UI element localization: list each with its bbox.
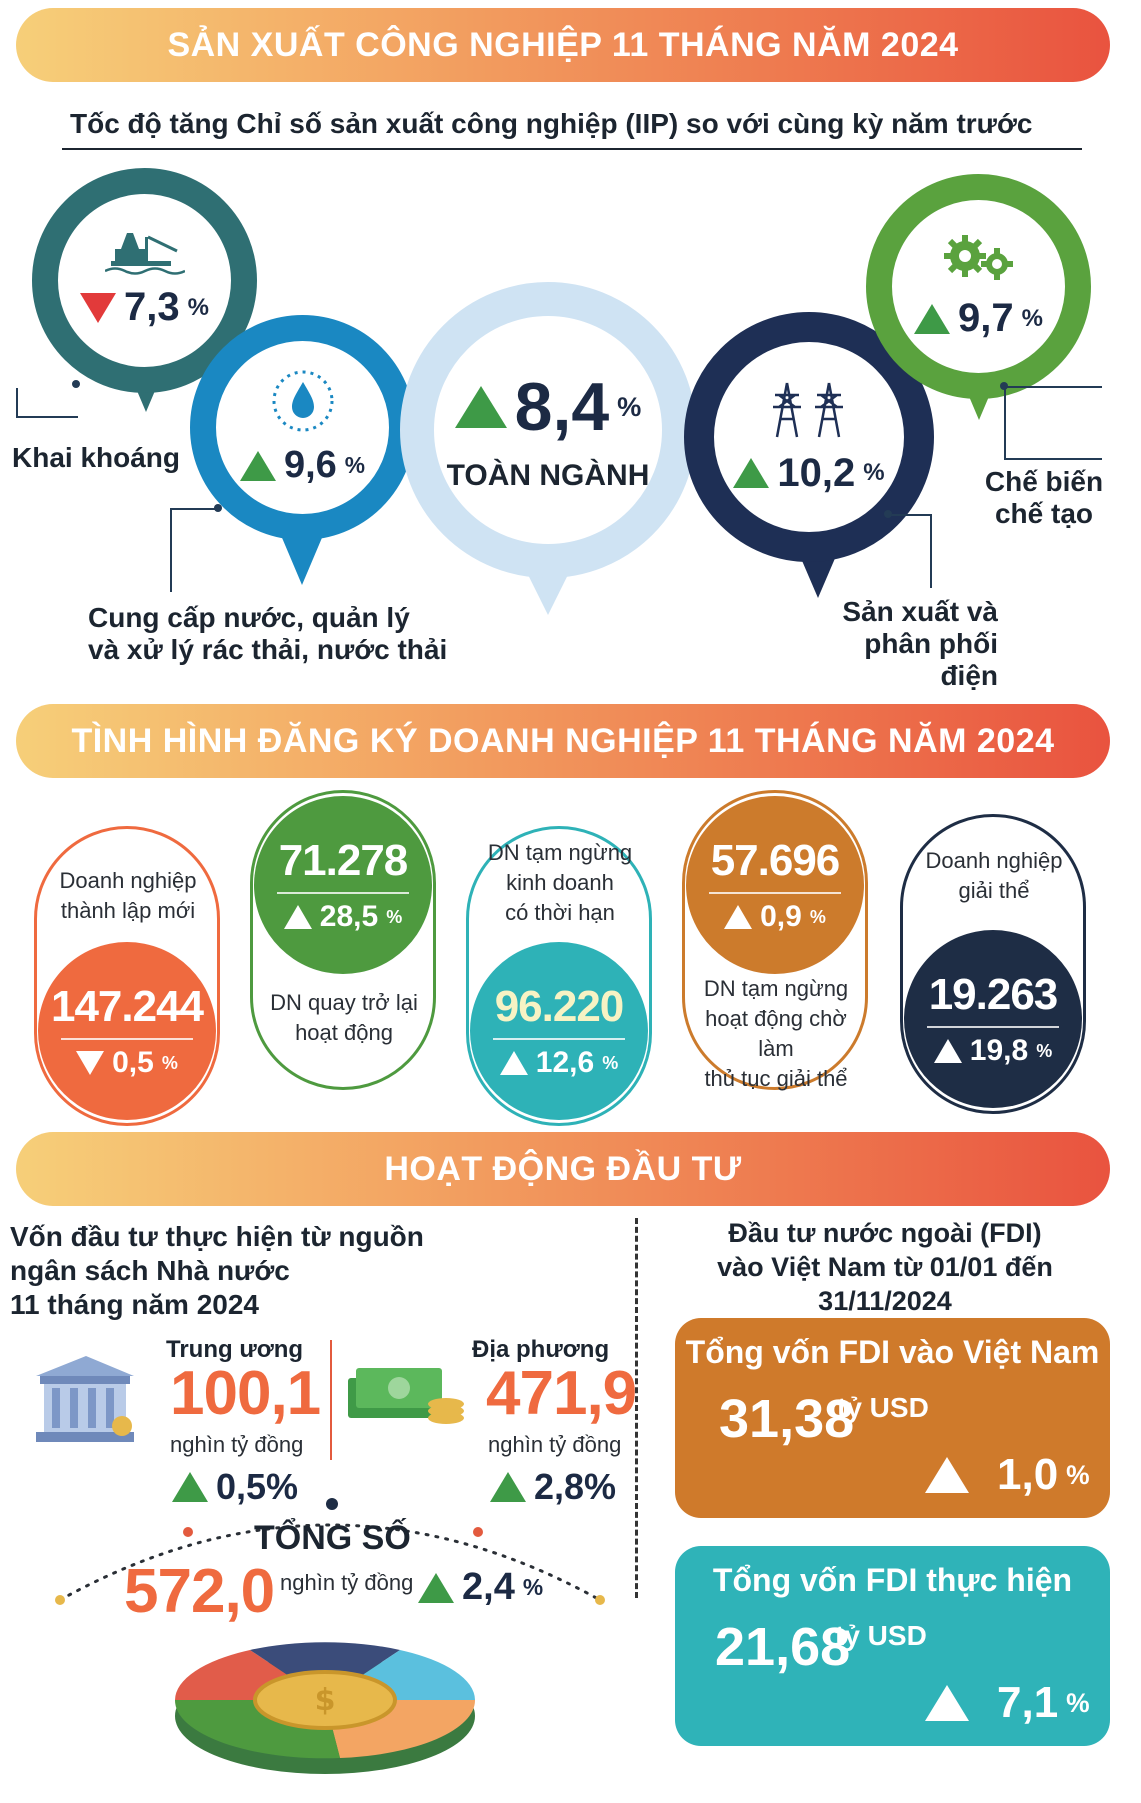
circle-returning-enterprises: 71.278 28,5% — [254, 796, 432, 974]
leader-power — [888, 514, 932, 588]
section2-banner: TÌNH HÌNH ĐĂNG KÝ DOANH NGHIỆP 11 THÁNG … — [16, 704, 1110, 778]
pin-water-value: 9,6% — [239, 444, 365, 487]
central-unit: nghìn tỷ đồng — [170, 1432, 304, 1457]
pin-manufacturing-value: 9,7% — [914, 296, 1043, 341]
central-pct: 0,5% — [172, 1466, 298, 1508]
section3-banner: HOẠT ĐỘNG ĐẦU TƯ — [16, 1132, 1110, 1206]
fdi-disbursed-title: Tổng vốn FDI thực hiện — [712, 1562, 1073, 1598]
label-power: Sản xuất và phân phối điện — [842, 596, 998, 691]
capsule-dissolved-enterprises-text: Doanh nghiệp giải thể — [925, 848, 1063, 903]
section2-banner-title: TÌNH HÌNH ĐĂNG KÝ DOANH NGHIỆP 11 THÁNG … — [71, 721, 1055, 760]
up-arrow-icon — [499, 1051, 528, 1075]
capsule-new-enterprises-text: Doanh nghiệp thành lập mới — [59, 868, 197, 923]
fdi-registered-title: Tổng vốn FDI vào Việt Nam — [685, 1334, 1100, 1370]
fdi-registered-value: 31,38 — [719, 1389, 855, 1449]
fdi-disbursed-pct: 7,1% — [925, 1678, 1090, 1728]
pin-total-value: 8,4% — [454, 368, 641, 446]
label-manufacturing: Chế biến chế tạo — [984, 466, 1104, 529]
up-arrow-icon — [454, 386, 507, 428]
leader-dot-water — [214, 504, 222, 512]
pin-power-value: 10,2% — [733, 451, 885, 496]
local-label: Địa phương — [472, 1336, 610, 1363]
local-value: 471,9 — [486, 1359, 637, 1428]
leader-mining — [16, 388, 78, 418]
oil-rig-icon — [104, 233, 185, 275]
total-label: TỔNG SỐ — [254, 1519, 411, 1557]
down-arrow-icon — [80, 292, 117, 323]
central-label: Trung ương — [166, 1336, 304, 1363]
fdi-registered-unit: tỷ USD — [837, 1392, 929, 1423]
bank-building-icon — [36, 1356, 134, 1442]
water-drop-icon — [272, 370, 333, 432]
up-arrow-icon — [925, 1685, 969, 1721]
up-arrow-icon — [418, 1572, 454, 1603]
pin-mining-value: 7,3% — [80, 285, 209, 330]
pin-total-label: TOÀN NGÀNH — [446, 459, 650, 492]
fdi-registered-card: Tổng vốn FDI vào Việt Nam 31,38 tỷ USD 1… — [675, 1318, 1110, 1518]
local-unit: nghìn tỷ đồng — [488, 1432, 622, 1457]
up-arrow-icon — [283, 905, 312, 929]
leader-dot-power — [884, 510, 892, 518]
section1-banner: SẢN XUẤT CÔNG NGHIỆP 11 THÁNG NĂM 2024 — [16, 8, 1110, 82]
section3-banner-title: HOẠT ĐỘNG ĐẦU TƯ — [384, 1149, 742, 1188]
coin-pie-icon: $ — [174, 1642, 476, 1774]
leader-dot-manufacturing — [1000, 382, 1008, 390]
up-arrow-icon — [914, 303, 951, 334]
pin-water: 9,6% — [190, 315, 415, 540]
fdi-disbursed-unit: tỷ USD — [835, 1620, 927, 1651]
circle-awaiting-dissolution: 57.696 0,9% — [686, 796, 864, 974]
leader-manufacturing — [1004, 386, 1102, 460]
total-value: 572,0 — [124, 1557, 275, 1626]
up-arrow-icon — [933, 1039, 962, 1063]
circle-suspended-enterprises: 96.220 12,6% — [470, 942, 648, 1120]
up-arrow-icon — [172, 1472, 208, 1502]
leader-dot-mining — [72, 380, 80, 388]
svg-text:$: $ — [315, 1683, 336, 1718]
state-budget-title: Vốn đầu tư thực hiện từ nguồn ngân sách … — [10, 1221, 424, 1320]
capsule-awaiting-dissolution-text: DN tạm ngừng hoạt động chờ làm thủ tục g… — [703, 976, 849, 1091]
up-arrow-icon — [925, 1457, 969, 1493]
gears-icon — [943, 235, 1013, 280]
central-value: 100,1 — [170, 1359, 321, 1428]
power-tower-icon — [773, 382, 843, 437]
leader-water — [170, 508, 220, 592]
money-icon — [348, 1368, 464, 1424]
fdi-disbursed-value: 21,68 — [715, 1617, 851, 1677]
down-arrow-icon — [76, 1051, 105, 1075]
label-mining: Khai khoáng — [12, 442, 181, 473]
iip-subtitle: Tốc độ tăng Chỉ số sản xuất công nghiệp … — [70, 108, 1033, 139]
section-divider — [635, 1218, 638, 1598]
capsule-suspended-enterprises-text: DN tạm ngừng kinh doanh có thời hạn — [487, 840, 633, 925]
fdi-registered-pct: 1,0% — [925, 1450, 1090, 1500]
up-arrow-icon — [733, 458, 770, 488]
local-pct: 2,8% — [490, 1466, 616, 1508]
label-water: Cung cấp nước, quản lý và xử lý rác thải… — [88, 602, 448, 665]
up-arrow-icon — [724, 905, 753, 929]
section1-banner-title: SẢN XUẤT CÔNG NGHIỆP 11 THÁNG NĂM 2024 — [167, 25, 959, 64]
subtitle-underline — [62, 148, 1082, 150]
total-pct: 2,4% — [418, 1566, 543, 1609]
fdi-title: Đầu tư nước ngoài (FDI) vào Việt Nam từ … — [717, 1218, 1053, 1316]
pin-manufacturing: 9,7% — [866, 174, 1091, 399]
total-arc — [55, 1498, 605, 1605]
capsule-returning-enterprises-text: DN quay trở lại hoạt động — [270, 990, 418, 1045]
fdi-disbursed-card: Tổng vốn FDI thực hiện 21,68 tỷ USD 7,1% — [675, 1546, 1110, 1746]
circle-new-enterprises: 147.244 0,5% — [38, 942, 216, 1120]
up-arrow-icon — [239, 450, 276, 481]
up-arrow-icon — [490, 1472, 526, 1502]
pin-total: 8,4% TOÀN NGÀNH — [400, 282, 696, 578]
central-local-divider — [330, 1340, 332, 1460]
total-unit: nghìn tỷ đồng — [280, 1570, 414, 1595]
circle-dissolved-enterprises: 19.263 19,8% — [904, 930, 1082, 1108]
